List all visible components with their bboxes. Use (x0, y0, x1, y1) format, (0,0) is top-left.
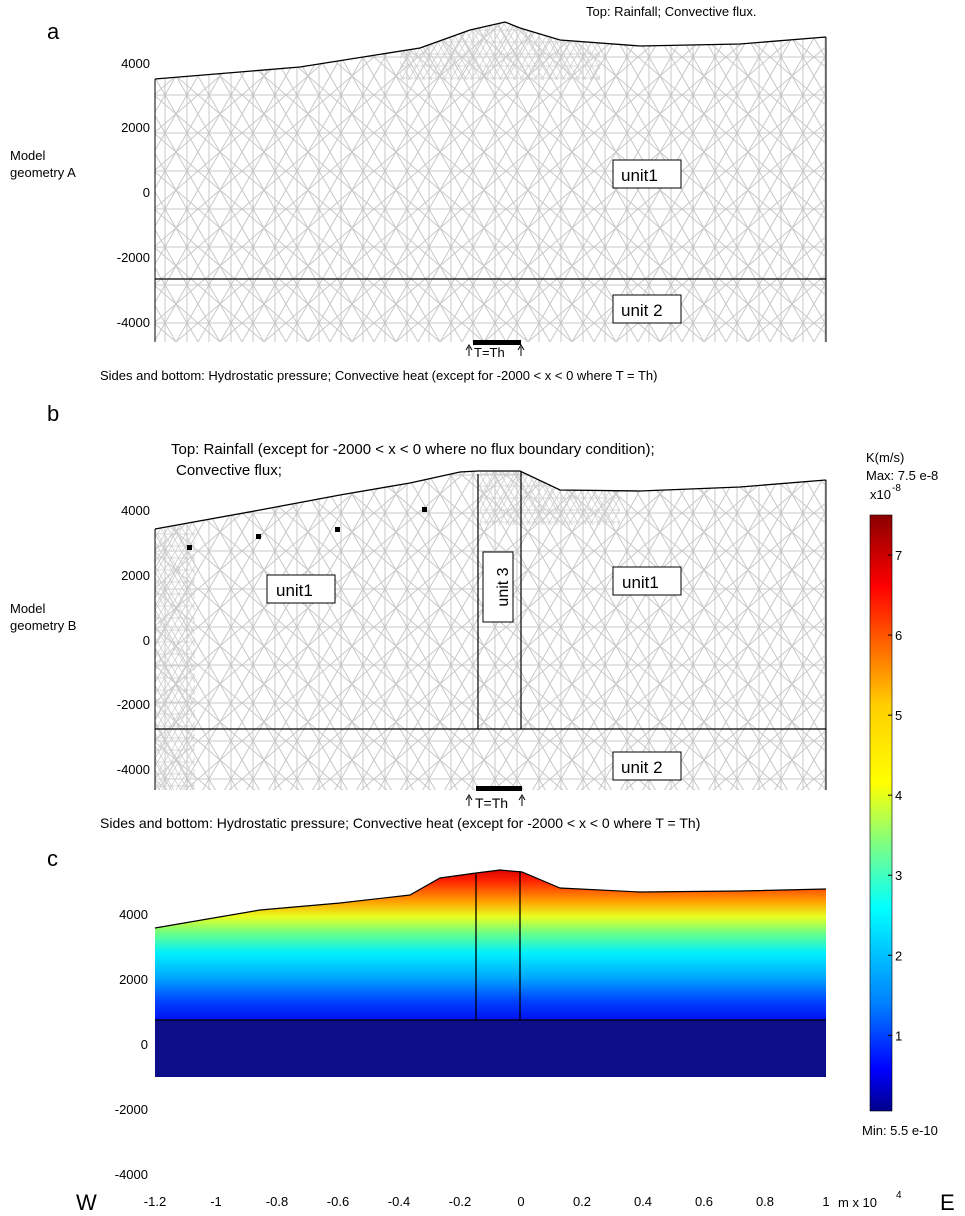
panel-b-unit3-box (482, 551, 514, 623)
panel-a-side-label-1: Model (10, 148, 46, 163)
colorbar-min-label: Min: 5.5 e-10 (862, 1123, 938, 1138)
panel-b-top-boundary (154, 470, 827, 530)
panel-c-ytick: 2000 (119, 972, 148, 987)
panel-a-ytick: -4000 (117, 315, 150, 330)
panel-a-side-label-2: geometry A (10, 165, 76, 180)
colorbar-tick-label: 1 (895, 1028, 902, 1043)
panel-c-ytick: 4000 (119, 907, 148, 922)
panel-a-arrow-right-icon (517, 344, 525, 356)
panel-a-mesh (155, 22, 826, 342)
panel-c-xtick: 0 (517, 1194, 524, 1209)
panel-b-ytick: -2000 (117, 697, 150, 712)
panel-b-arrow-left-icon (465, 794, 473, 806)
colorbar-tick-label: 7 (895, 548, 902, 563)
panel-c-yaxis: 4000 2000 0 -2000 -4000 (115, 907, 148, 1182)
panel-c-ytick: -2000 (115, 1102, 148, 1117)
colorbar-scale-base: x10 (870, 487, 891, 502)
panel-c-ytick: -4000 (115, 1167, 148, 1182)
panel-b-unit1-left-label: unit1 (276, 581, 313, 600)
panel-a-top-label: Top: Rainfall; Convective flux. (586, 4, 757, 19)
panel-a-unit1-label: unit1 (621, 166, 658, 185)
colorbar-max-label: Max: 7.5 e-8 (866, 468, 938, 483)
panel-b-mesh (155, 471, 826, 790)
panel-a-unit2-label: unit 2 (621, 301, 663, 320)
panel-c-x-unit-exponent: 4 (896, 1190, 902, 1201)
panel-a-unit2-box (612, 294, 682, 324)
panel-b-top-label-2: Convective flux; (176, 462, 282, 479)
panel-b-unit2-label: unit 2 (621, 758, 663, 777)
panel-a-top-boundary (154, 21, 827, 80)
panel-b-ytick: 2000 (121, 568, 150, 583)
panel-b-unit1-right-box (612, 566, 682, 596)
panel-c-xtick: 1 (822, 1194, 829, 1209)
panel-c-top-boundary (154, 869, 827, 929)
panel-b-observation-point (187, 545, 192, 550)
panel-c: c 4000 2000 0 -2000 -4000 -1.2 -1 -0.8 -0.6… (47, 846, 955, 1215)
panel-b-yaxis: 4000 2000 0 -2000 -4000 (117, 503, 150, 777)
colorbar-tick-label: 2 (895, 948, 902, 963)
colorbar-tick-label: 4 (895, 788, 902, 803)
panel-b-th-label: T=Th (475, 795, 508, 811)
panel-b-arrow-right-icon (518, 794, 526, 806)
panel-a-th-label: T=Th (474, 345, 505, 360)
panel-a-ytick: 0 (143, 185, 150, 200)
colorbar-tick-label: 5 (895, 708, 902, 723)
colorbar-title: K(m/s) (866, 450, 904, 465)
panel-b-side-label-2: geometry B (10, 618, 76, 633)
panel-b-ytick: 0 (143, 633, 150, 648)
panel-b-observation-point (335, 527, 340, 532)
panel-c-xtick: 0.4 (634, 1194, 652, 1209)
panel-c-xtick: -1 (210, 1194, 222, 1209)
panel-b-unit1-right-label: unit1 (622, 573, 659, 592)
panel-b-side-label-1: Model (10, 601, 46, 616)
panel-b: b Top: Rainfall (except for -2000 < x < … (10, 401, 827, 831)
panel-c-west-label: W (76, 1190, 97, 1215)
panel-b-unit3-label: unit 3 (495, 567, 512, 606)
panel-c-xaxis: -1.2 -1 -0.8 -0.6 -0.4 -0.2 0 0.2 0.4 0.6 0.8 1 (144, 1194, 830, 1209)
panel-a-arrow-left-icon (465, 344, 473, 356)
panel-c-ytick: 0 (141, 1037, 148, 1052)
panel-b-heat-source-bar (476, 786, 522, 791)
panel-a: a Top: Rainfall; Convective flux. Model … (10, 4, 827, 383)
panel-a-ytick: -2000 (117, 250, 150, 265)
panel-b-observation-point (422, 507, 427, 512)
colorbar-ticks: 7 6 5 4 3 2 1 (888, 548, 902, 1043)
panel-a-yaxis: 4000 2000 0 -2000 -4000 (117, 56, 150, 330)
panel-c-x-unit: m x 10 (838, 1195, 877, 1210)
panel-a-unit1-box (612, 159, 682, 189)
colorbar-tick-label: 6 (895, 628, 902, 643)
panel-c-xtick: -0.2 (449, 1194, 471, 1209)
panel-b-ytick: -4000 (117, 762, 150, 777)
panel-a-ytick: 4000 (121, 56, 150, 71)
panel-b-unit2-box (612, 751, 682, 781)
panel-c-xtick: 0.6 (695, 1194, 713, 1209)
panel-b-ytick: 4000 (121, 503, 150, 518)
colorbar-tick-label: 3 (895, 868, 902, 883)
panel-c-xtick: -1.2 (144, 1194, 166, 1209)
panel-b-top-label-1: Top: Rainfall (except for -2000 < x < 0 … (171, 441, 655, 458)
panel-c-letter: c (47, 846, 58, 871)
panel-b-observation-point (256, 534, 261, 539)
panel-c-xtick: -0.6 (327, 1194, 349, 1209)
panel-c-unit2-field (155, 1020, 826, 1077)
colorbar-scale-exponent: -8 (892, 483, 901, 494)
panel-a-heat-source-bar (473, 340, 521, 345)
panel-c-xtick: -0.4 (388, 1194, 410, 1209)
panel-c-xtick: 0.8 (756, 1194, 774, 1209)
panel-b-letter: b (47, 401, 59, 426)
panel-c-xtick: -0.8 (266, 1194, 288, 1209)
panel-c-east-label: E (940, 1190, 955, 1215)
panel-b-bottom-label: Sides and bottom: Hydrostatic pressure; … (100, 815, 700, 831)
panel-c-xtick: 0.2 (573, 1194, 591, 1209)
panel-b-unit1-left-box (266, 574, 336, 604)
colorbar-gradient (869, 514, 893, 1112)
panel-a-letter: a (47, 19, 60, 44)
panel-a-bottom-label: Sides and bottom: Hydrostatic pressure; … (100, 368, 657, 383)
panel-a-ytick: 2000 (121, 120, 150, 135)
colorbar: K(m/s) Max: 7.5 e-8 x10 -8 7 6 5 4 3 2 1 Min: … (862, 450, 938, 1138)
